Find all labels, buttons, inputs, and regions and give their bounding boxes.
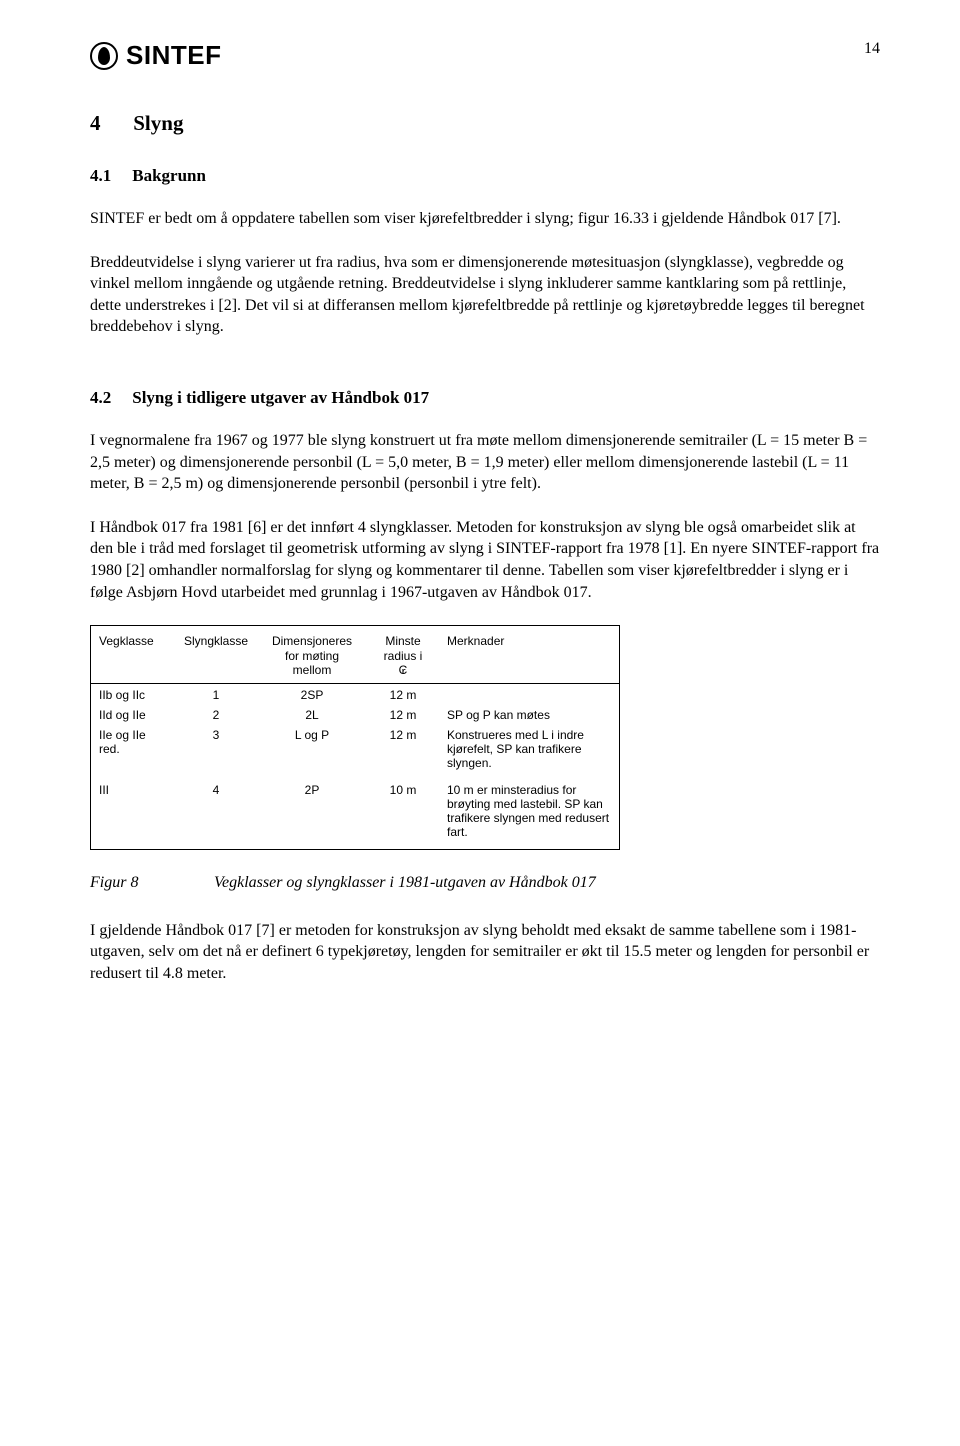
table-row: IIe og IIe red. 3 L og P 12 m Konstruere… — [91, 725, 619, 773]
logo: SINTEF — [90, 40, 221, 71]
logo-icon — [90, 42, 118, 70]
page-container: SINTEF 14 4 Slyng 4.1 Bakgrunn SINTEF er… — [0, 0, 960, 1047]
section-number: 4 — [90, 111, 128, 136]
th-radius: Minste radius i ₢ — [367, 626, 439, 684]
caption-text: Vegklasser og slyngklasser i 1981-utgave… — [214, 874, 596, 891]
th-dimensjoneres: Dimensjoneres for møting mellom — [257, 626, 367, 684]
table-row: III 4 2P 10 m 10 m er minsteradius for b… — [91, 773, 619, 849]
subsection-4-1-heading: 4.1 Bakgrunn — [90, 166, 880, 186]
subsection-title: Bakgrunn — [132, 166, 206, 185]
table-row: IId og IIe 2 2L 12 m SP og P kan møtes — [91, 705, 619, 725]
th-merknader: Merknader — [439, 626, 619, 684]
section-heading: 4 Slyng — [90, 111, 880, 136]
subsection-number: 4.2 — [90, 388, 128, 408]
page-number: 14 — [864, 40, 880, 58]
table-row: IIb og IIc 1 2SP 12 m — [91, 685, 619, 705]
paragraph: SINTEF er bedt om å oppdatere tabellen s… — [90, 208, 880, 230]
paragraph: I vegnormalene fra 1967 og 1977 ble slyn… — [90, 430, 880, 495]
slyng-table: Vegklasse Slyngklasse Dimensjoneres for … — [91, 626, 619, 849]
subsection-title: Slyng i tidligere utgaver av Håndbok 017 — [132, 388, 429, 407]
paragraph: I gjeldende Håndbok 017 [7] er metoden f… — [90, 920, 880, 985]
paragraph: I Håndbok 017 fra 1981 [6] er det innfør… — [90, 517, 880, 603]
section-title: Slyng — [133, 111, 183, 135]
subsection-4-2-heading: 4.2 Slyng i tidligere utgaver av Håndbok… — [90, 388, 880, 408]
figure-caption: Figur 8 Vegklasser og slyngklasser i 198… — [90, 874, 880, 892]
caption-label: Figur 8 — [90, 874, 210, 892]
th-vegklasse: Vegklasse — [91, 626, 175, 684]
th-slyngklasse: Slyngklasse — [175, 626, 257, 684]
figure-table: Vegklasse Slyngklasse Dimensjoneres for … — [90, 625, 620, 850]
subsection-number: 4.1 — [90, 166, 128, 186]
paragraph: Breddeutvidelse i slyng varierer ut fra … — [90, 252, 880, 338]
page-header: SINTEF 14 — [90, 40, 880, 71]
logo-text: SINTEF — [126, 40, 221, 71]
